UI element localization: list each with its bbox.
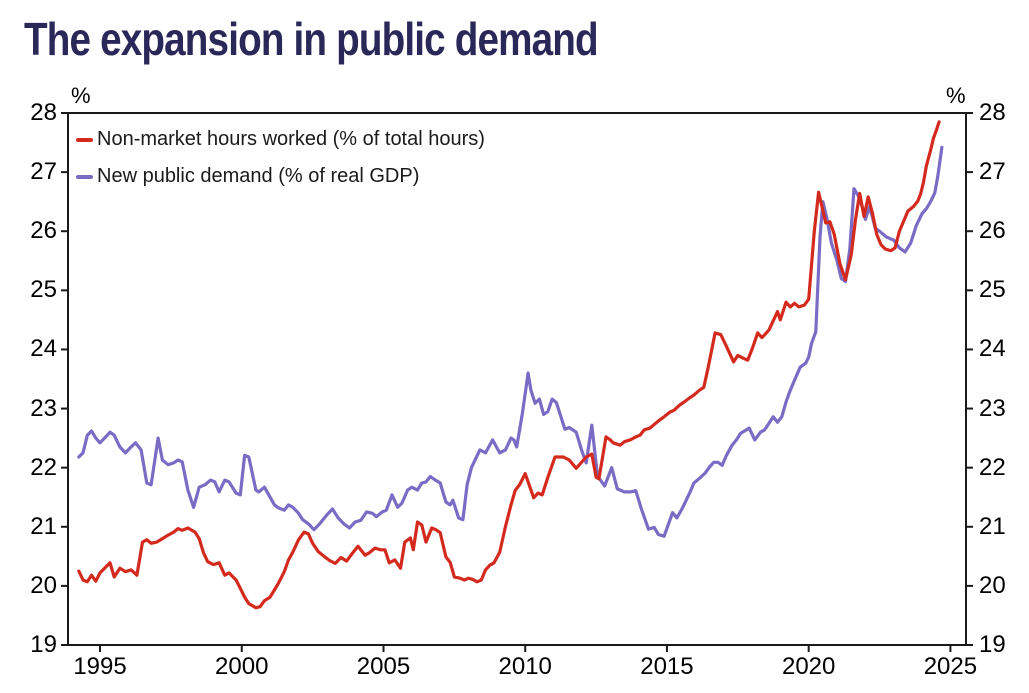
- y-axis-unit-left: %: [71, 83, 91, 108]
- legend: Non-market hours worked (% of total hour…: [76, 121, 485, 195]
- legend-swatch-red-line: [76, 137, 93, 142]
- series-line-non-market-hours: [77, 120, 941, 610]
- chart-title: The expansion in public demand: [24, 13, 599, 65]
- legend-item-new-public-demand: New public demand (% of real GDP): [76, 158, 485, 195]
- legend-label: New public demand (% of real GDP): [97, 165, 420, 187]
- legend-label: Non-market hours worked (% of total hour…: [97, 128, 485, 150]
- plot-frame: [67, 112, 967, 646]
- series-line-new-public-demand: [77, 145, 944, 538]
- y-axis-unit-right: %: [946, 83, 966, 108]
- legend-swatch-purple-line: [76, 174, 93, 179]
- legend-item-non-market-hours: Non-market hours worked (% of total hour…: [76, 121, 485, 158]
